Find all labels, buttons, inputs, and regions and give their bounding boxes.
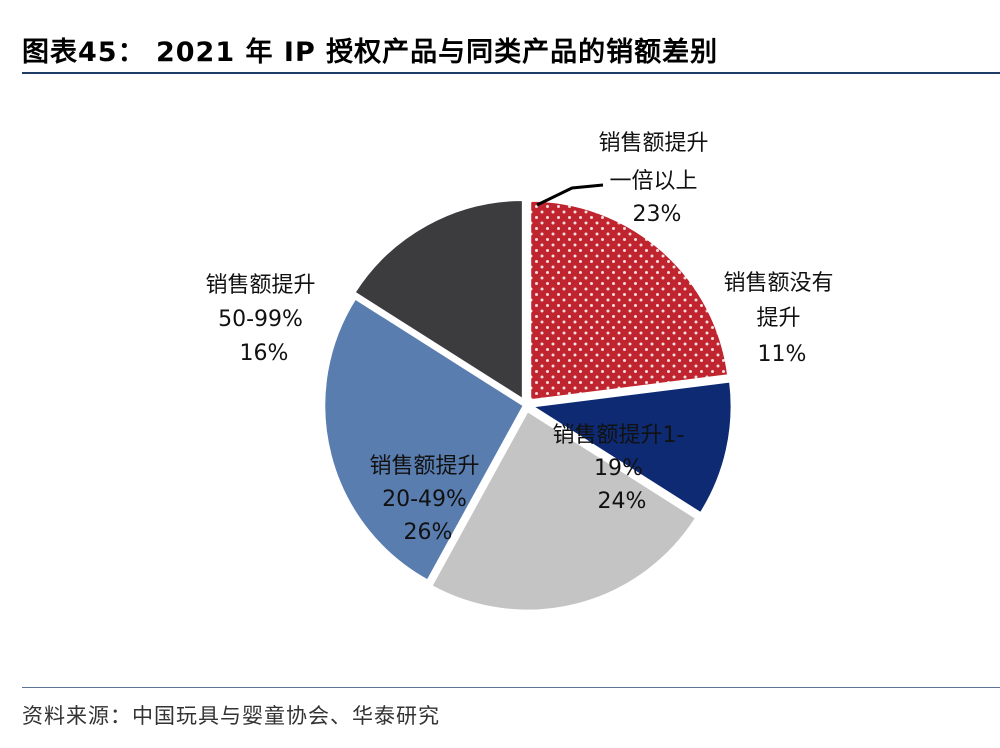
- label-double-line1: 销售额提升: [598, 131, 708, 156]
- chart-title: 图表45： 2021 年 IP 授权产品与同类产品的销额差别: [22, 37, 719, 68]
- pie-slice-none: [530, 379, 734, 515]
- pie-slices: [322, 198, 734, 613]
- label-50-99-line2: 50-99%: [218, 307, 303, 332]
- label-double-pct: 23%: [633, 202, 682, 227]
- source-rule: [22, 687, 1000, 688]
- label-double: 销售额提升 一倍以上 23%: [598, 131, 715, 227]
- label-50-99-line1: 销售额提升: [205, 273, 315, 298]
- label-50-99-pct: 16%: [240, 341, 289, 366]
- label-20-49-pct: 26%: [404, 520, 453, 545]
- label-1-19-pct: 24%: [598, 489, 647, 514]
- label-none-line2: 提升: [756, 306, 800, 331]
- label-50-99: 销售额提升 50-99% 16%: [205, 273, 322, 366]
- label-20-49-line2: 20-49%: [382, 487, 467, 512]
- label-none: 销售额没有 提升 11%: [723, 271, 840, 367]
- label-20-49-line1: 销售额提升: [369, 454, 479, 479]
- label-double-line2: 一倍以上: [609, 169, 697, 194]
- label-1-19: 销售额提升1- 19% 24%: [553, 423, 692, 514]
- label-none-line1: 销售额没有: [723, 271, 833, 296]
- pie-slice-20-49: [322, 297, 526, 583]
- pie-slice-50-99: [352, 198, 525, 401]
- title-rule: [22, 72, 1000, 74]
- source-note: 资料来源：中国玩具与婴童协会、华泰研究: [22, 704, 440, 728]
- label-1-19-line2: 19%: [594, 456, 643, 481]
- leader-line: [536, 183, 604, 207]
- label-20-49: 销售额提升 20-49% 26%: [369, 454, 486, 545]
- label-none-pct: 11%: [758, 342, 807, 367]
- pie-slice-1-19: [429, 409, 698, 613]
- pie-slice-double: [528, 199, 730, 402]
- label-1-19-line1: 销售额提升1-: [553, 423, 685, 448]
